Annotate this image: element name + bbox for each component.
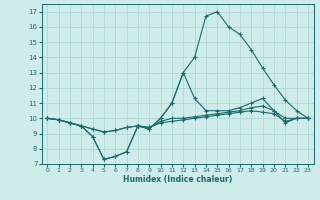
X-axis label: Humidex (Indice chaleur): Humidex (Indice chaleur) (123, 175, 232, 184)
